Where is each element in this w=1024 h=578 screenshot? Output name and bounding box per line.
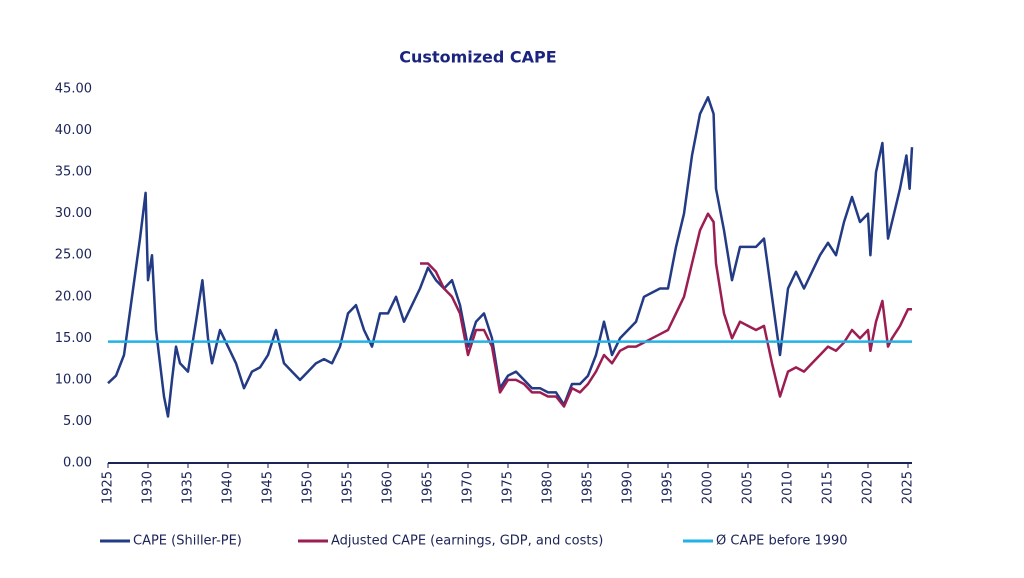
legend-label: Adjusted CAPE (earnings, GDP, and costs) [331, 534, 603, 549]
y-tick-label: 10.00 [55, 372, 92, 387]
y-tick-label: 25.00 [55, 248, 92, 263]
y-tick-label: 45.00 [55, 82, 92, 97]
y-tick-label: 5.00 [63, 414, 92, 429]
x-tick-label: 1930 [141, 471, 156, 504]
x-tick-label: 2025 [901, 471, 916, 504]
x-tick-label: 2020 [861, 471, 876, 504]
x-tick-label: 1960 [381, 471, 396, 504]
legend-label: Ø CAPE before 1990 [716, 534, 848, 549]
x-tick-label: 1935 [181, 471, 196, 504]
x-tick-label: 1940 [221, 471, 236, 504]
x-tick-label: 1965 [421, 471, 436, 504]
x-tick-label: 1945 [261, 471, 276, 504]
x-tick-label: 2000 [701, 471, 716, 504]
x-tick-label: 1925 [101, 471, 116, 504]
y-tick-label: 40.00 [55, 123, 92, 138]
x-tick-label: 1985 [581, 471, 596, 504]
y-tick-label: 20.00 [55, 289, 92, 304]
x-tick-label: 1995 [661, 471, 676, 504]
x-tick-label: 1970 [461, 471, 476, 504]
x-tick-label: 1990 [621, 471, 636, 504]
chart-title: Customized CAPE [399, 48, 556, 67]
series-line [107, 96, 914, 418]
x-tick-label: 2015 [821, 471, 836, 504]
y-tick-label: 15.00 [55, 331, 92, 346]
y-tick-label: 35.00 [55, 165, 92, 180]
x-tick-label: 1980 [541, 471, 556, 504]
y-tick-label: 30.00 [55, 206, 92, 221]
x-tick-label: 2010 [781, 471, 796, 504]
y-tick-label: 0.00 [63, 456, 92, 471]
x-tick-label: 1975 [501, 471, 516, 504]
x-tick-label: 1950 [301, 471, 316, 504]
x-tick-label: 1955 [341, 471, 356, 504]
x-tick-label: 2005 [741, 471, 756, 504]
legend-label: CAPE (Shiller-PE) [133, 534, 242, 549]
